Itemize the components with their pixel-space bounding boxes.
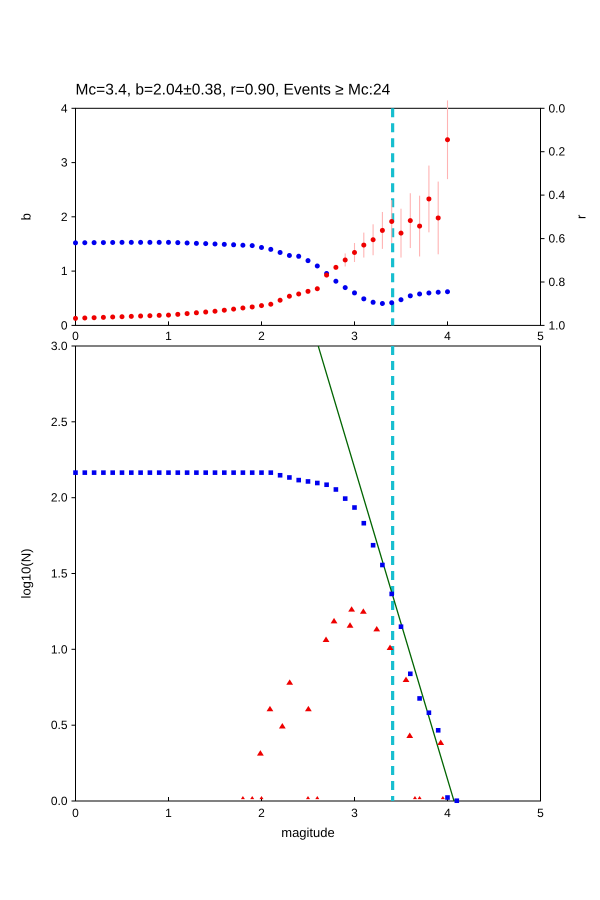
- svg-text:2.5: 2.5: [51, 415, 68, 429]
- svg-text:4: 4: [444, 329, 451, 343]
- svg-text:b: b: [19, 213, 34, 220]
- svg-text:Mc=3.4, b=2.04±0.38, r=0.90, E: Mc=3.4, b=2.04±0.38, r=0.90, Events ≥ Mc…: [76, 81, 391, 98]
- svg-text:1: 1: [165, 329, 172, 343]
- svg-text:0.4: 0.4: [549, 188, 566, 202]
- svg-text:2: 2: [61, 210, 68, 224]
- svg-text:1: 1: [165, 806, 172, 820]
- svg-text:1.0: 1.0: [549, 318, 566, 332]
- svg-text:5: 5: [537, 329, 544, 343]
- svg-text:0.6: 0.6: [549, 232, 566, 246]
- svg-text:3: 3: [61, 156, 68, 170]
- svg-text:4: 4: [61, 101, 68, 115]
- svg-text:r: r: [574, 214, 589, 219]
- svg-text:2: 2: [258, 806, 265, 820]
- svg-text:2: 2: [258, 329, 265, 343]
- svg-text:log10(N): log10(N): [19, 549, 34, 599]
- svg-text:4: 4: [444, 806, 451, 820]
- svg-text:0: 0: [72, 806, 79, 820]
- svg-text:0.5: 0.5: [51, 718, 68, 732]
- svg-text:0.8: 0.8: [549, 275, 566, 289]
- svg-text:1.0: 1.0: [51, 642, 68, 656]
- svg-text:3: 3: [351, 806, 358, 820]
- svg-text:0.0: 0.0: [549, 101, 566, 115]
- svg-text:0.0: 0.0: [51, 794, 68, 808]
- svg-text:0: 0: [72, 329, 79, 343]
- svg-text:magitude: magitude: [281, 825, 334, 840]
- svg-text:1.5: 1.5: [51, 567, 68, 581]
- svg-text:0.2: 0.2: [549, 145, 566, 159]
- svg-text:3.0: 3.0: [51, 339, 68, 353]
- svg-text:5: 5: [537, 806, 544, 820]
- svg-text:3: 3: [351, 329, 358, 343]
- svg-text:1: 1: [61, 264, 68, 278]
- svg-text:0: 0: [61, 318, 68, 332]
- svg-text:2.0: 2.0: [51, 491, 68, 505]
